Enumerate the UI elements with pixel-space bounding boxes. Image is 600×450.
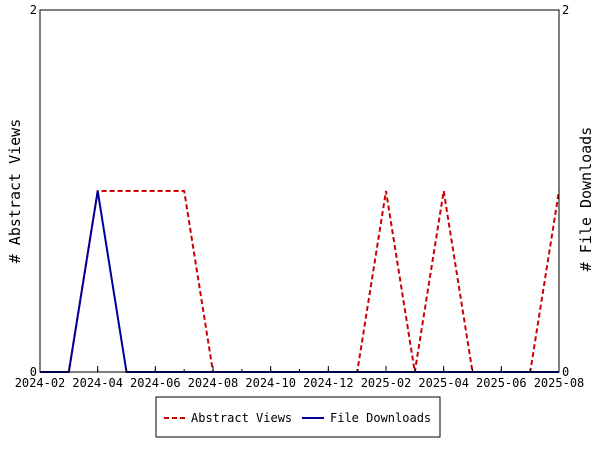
- x-tick-label: 2024-02: [15, 376, 66, 390]
- x-tick-label: 2024-06: [130, 376, 181, 390]
- y-left-tick-label: 0: [30, 365, 37, 379]
- y-right-tick-label: 0: [562, 365, 569, 379]
- axes: 2024-02 2024-04 2024-06 2024-08 2024-10 2024-…: [15, 3, 585, 390]
- series-line-file-downloads: [40, 190, 559, 373]
- x-tick-label: 2024-04: [72, 376, 123, 390]
- plot-area: [40, 190, 560, 373]
- series-line-abstract-views: [40, 190, 560, 373]
- y-left-tick-label: 2: [30, 3, 37, 17]
- x-tick-label: 2024-10: [245, 376, 296, 390]
- y-axis-right-label: # File Downloads: [577, 127, 595, 272]
- legend-box: [155, 396, 441, 438]
- legend-label-file-downloads: File Downloads: [330, 411, 431, 425]
- x-tick-label: 2024-08: [188, 376, 239, 390]
- y-axis-left-label: # Abstract Views: [6, 119, 24, 264]
- x-tick-label: 2025-04: [418, 376, 469, 390]
- x-tick-label: 2025-08: [534, 376, 585, 390]
- x-tick-label: 2025-02: [361, 376, 412, 390]
- x-tick-label: 2025-06: [476, 376, 527, 390]
- legend-label-abstract-views: Abstract Views: [191, 411, 292, 425]
- y-right-tick-label: 2: [562, 3, 569, 17]
- x-tick-label: 2024-12: [303, 376, 354, 390]
- legend: Abstract Views File Downloads: [155, 396, 441, 438]
